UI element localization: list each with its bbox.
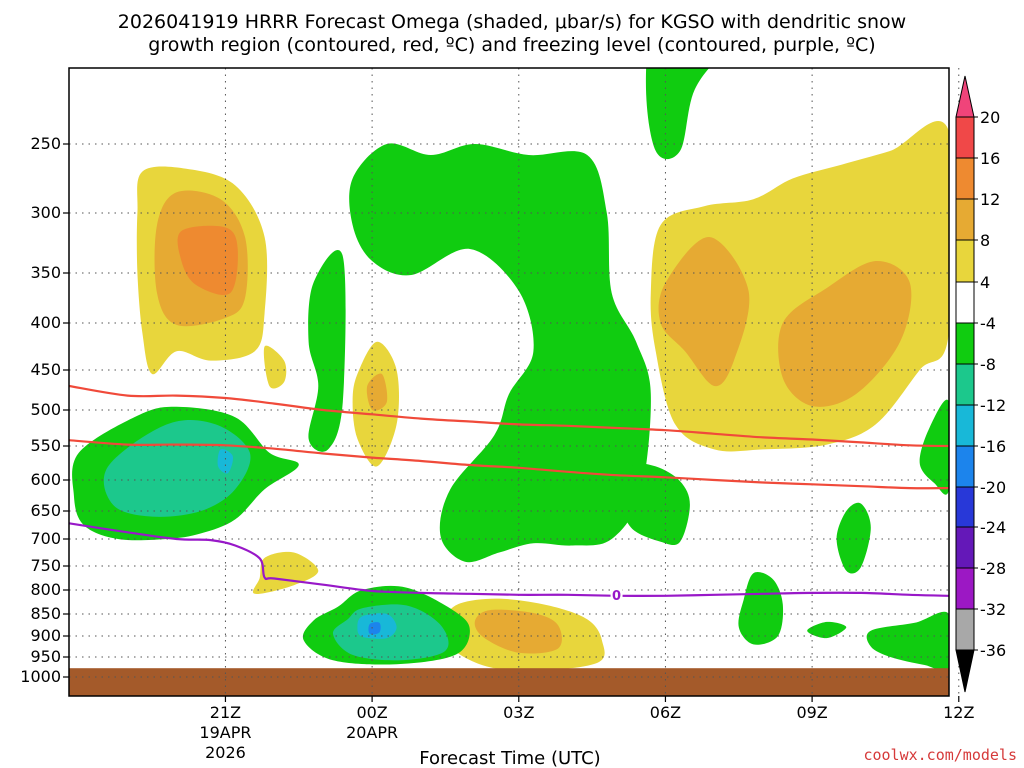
omega-region-9 xyxy=(252,551,319,594)
x-tick-label-12Z: 12Z xyxy=(943,703,974,722)
y-tick-label-750: 750 xyxy=(30,556,61,575)
y-tick-label-1000: 1000 xyxy=(20,667,61,686)
y-tick-label-350: 350 xyxy=(30,263,61,282)
x-tick-sublabel-00Z: 20APR xyxy=(346,723,398,742)
x-tick-label-03Z: 03Z xyxy=(503,703,534,722)
contour-lines: 0 xyxy=(69,384,949,604)
y-tick-label-800: 800 xyxy=(30,580,61,599)
colorbar-swatch-2 xyxy=(955,198,975,241)
colorbar-swatch-5 xyxy=(955,322,975,365)
y-tick-label-250: 250 xyxy=(30,134,61,153)
colorbar-label-9: -20 xyxy=(980,478,1006,497)
colorbar-label-10: -24 xyxy=(980,518,1006,537)
y-tick-label-450: 450 xyxy=(30,360,61,379)
colorbar-swatch-10 xyxy=(955,526,975,569)
y-tick-label-300: 300 xyxy=(30,203,61,222)
colorbar-swatch-4 xyxy=(955,281,975,324)
x-tick-label-06Z: 06Z xyxy=(650,703,681,722)
colorbar-label-8: -16 xyxy=(980,437,1006,456)
colorbar-label-1: 16 xyxy=(980,149,1000,168)
colorbar: 20 16 12 8 4 -4 -8 -12 -16 -20 -24 -28 -32 -36 xyxy=(955,75,1006,693)
y-tick-label-650: 650 xyxy=(30,501,61,520)
x-tick-year-21Z: 2026 xyxy=(205,743,246,762)
omega-region-14 xyxy=(349,143,651,563)
colorbar-label-5: -4 xyxy=(980,314,996,333)
colorbar-swatch-9 xyxy=(955,486,975,528)
omega-shading xyxy=(72,68,949,672)
omega-region-13 xyxy=(308,249,346,452)
y-tick-label-700: 700 xyxy=(30,529,61,548)
x-axis-label: Forecast Time (UTC) xyxy=(419,748,600,768)
colorbar-swatch-3 xyxy=(955,239,975,283)
credit-label: coolwx.com/models xyxy=(863,746,1017,764)
plot-frame xyxy=(68,67,950,697)
colorbar-label-2: 12 xyxy=(980,190,1000,209)
y-tick-label-850: 850 xyxy=(30,604,61,623)
x-tick-label-09Z: 09Z xyxy=(796,703,827,722)
ground-terrain xyxy=(69,668,949,696)
omega-region-11 xyxy=(474,609,562,654)
y-tick-label-550: 550 xyxy=(30,436,61,455)
colorbar-swatch-11 xyxy=(955,567,975,610)
y-tick-label-500: 500 xyxy=(30,400,61,419)
contour-line-0 xyxy=(69,384,949,448)
y-tick-label-900: 900 xyxy=(30,626,61,645)
colorbar-label-12: -32 xyxy=(980,600,1006,619)
omega-region-5 xyxy=(366,373,388,411)
chart-title-line1: 2026041919 HRRR Forecast Omega (shaded, … xyxy=(118,11,906,33)
omega-region-27 xyxy=(919,399,949,495)
omega-region-12 xyxy=(645,68,710,160)
omega-region-1 xyxy=(263,345,287,389)
colorbar-swatch-8 xyxy=(955,445,975,488)
contour-line-1 xyxy=(69,439,949,490)
colorbar-label-13: -36 xyxy=(980,641,1006,660)
omega-region-24 xyxy=(836,502,871,574)
colorbar-label-0: 20 xyxy=(980,108,1000,127)
x-tick-label-00Z: 00Z xyxy=(356,703,387,722)
omega-region-25 xyxy=(807,621,847,639)
x-tick-sublabel-21Z: 19APR xyxy=(199,723,251,742)
colorbar-label-11: -28 xyxy=(980,559,1006,578)
colorbar-swatch-6 xyxy=(955,363,975,406)
y-axis: 250 300 350 400 450 500 550 600 650 700 750 800 850 9… xyxy=(20,134,69,686)
colorbar-swatch-12 xyxy=(955,608,975,651)
colorbar-label-4: 4 xyxy=(980,273,990,292)
omega-region-22 xyxy=(621,463,690,546)
omega-region-3 xyxy=(177,225,238,296)
colorbar-label-3: 8 xyxy=(980,231,990,250)
y-tick-label-400: 400 xyxy=(30,313,61,332)
contour-label-bg xyxy=(610,586,623,603)
chart-title-line2: growth region (contoured, red, ºC) and f… xyxy=(148,34,875,56)
omega-region-17 xyxy=(217,449,234,474)
colorbar-bottom-arrow xyxy=(955,649,975,693)
colorbar-swatch-7 xyxy=(955,404,975,447)
colorbar-label-7: -12 xyxy=(980,396,1006,415)
y-tick-label-950: 950 xyxy=(30,647,61,666)
omega-region-21 xyxy=(368,622,381,635)
colorbar-swatch-0 xyxy=(955,116,975,159)
omega-region-7 xyxy=(658,236,750,387)
colorbar-label-6: -8 xyxy=(980,355,996,374)
freezing-level-label: 0 xyxy=(612,589,621,604)
y-tick-label-600: 600 xyxy=(30,470,61,489)
contour-line-2 xyxy=(69,522,949,597)
colorbar-swatch-1 xyxy=(955,157,975,200)
x-tick-label-21Z: 21Z xyxy=(210,703,241,722)
